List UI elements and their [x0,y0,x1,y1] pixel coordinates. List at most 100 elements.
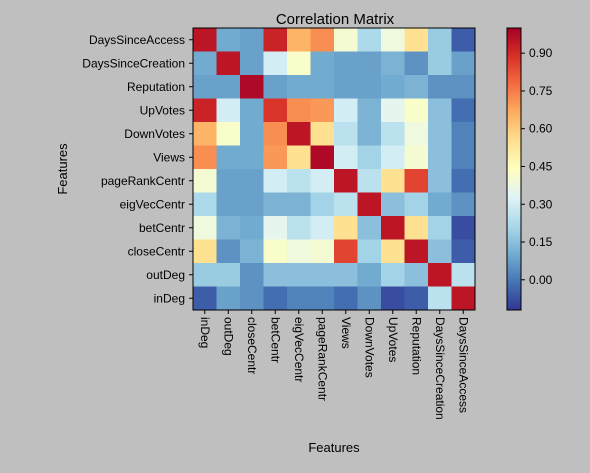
colorbar-tick-label: 0.90 [529,46,553,60]
heatmap-cell [451,98,476,123]
heatmap-cell [451,51,476,76]
heatmap-cell [310,263,335,287]
heatmap-cell [428,98,452,123]
heatmap-cell [428,192,452,217]
colorbar-ticks: 0.00 0.15 0.30 0.45 0.60 0.75 0.90 [521,46,553,287]
row-tick-label: UpVotes [140,103,185,117]
heatmap-cell [216,286,241,311]
heatmap-cell [287,286,311,311]
heatmap-cell [428,169,452,193]
row-tick-label: betCentr [139,221,185,235]
heatmap-cell [193,98,217,123]
heatmap-cell [287,216,311,240]
heatmap-cell [310,98,335,123]
heatmap-cell [216,145,241,170]
column-tick-label: DaysSinceAccess [456,317,470,413]
heatmap-cell [357,239,382,264]
colorbar-tick-label: 0.15 [529,235,553,249]
heatmap-cell [240,169,264,193]
heatmap-cell [381,122,405,146]
heatmap-cell [263,216,288,240]
heatmap-cell [263,145,288,170]
heatmap-cell [404,286,429,311]
row-tick-label: outDeg [146,268,185,282]
column-tick-label: DownVotes [362,317,376,378]
heatmap-cell [451,169,476,193]
column-tick-label: Views [339,317,353,349]
column-tick-label: pageRankCentr [315,317,329,401]
heatmap-cell [216,98,241,123]
heatmap-cell [310,239,335,264]
chart-title: Correlation Matrix [276,11,395,28]
colorbar-tick-label: 0.45 [529,159,553,173]
heatmap-cell [357,216,382,240]
heatmap-cell [381,145,405,170]
heatmap-cell [381,216,405,240]
heatmap-cell [404,145,429,170]
heatmap-cell [263,239,288,264]
row-tick-label: Views [153,150,185,164]
heatmap-cell [216,263,241,287]
row-tick-labels: DaysSinceAccess DaysSinceCreation Reputati… [82,33,193,305]
heatmap-cell [334,122,358,146]
heatmap-cell [334,51,358,76]
heatmap-cell [263,192,288,217]
row-tick-label: eigVecCentr [120,197,185,211]
column-tick-labels: inDeg outDeg closeCentr betCentr eigVecCentr… [198,310,470,420]
heatmap-cell [193,28,217,52]
heatmap-cell [310,28,335,52]
heatmap-cell [404,98,429,123]
heatmap-cell [334,98,358,123]
column-tick-label: betCentr [268,317,282,363]
heatmap-cell [193,239,217,264]
heatmap-cell [404,51,429,76]
heatmap-cell [193,122,217,146]
column-tick-label: UpVotes [386,317,400,362]
heatmap-cell [334,169,358,193]
heatmap-cell [240,192,264,217]
heatmap-cells [193,28,476,311]
x-axis-label: Features [308,440,360,455]
heatmap-cell [310,145,335,170]
heatmap-cell [451,192,476,217]
colorbar-tick-label: 0.00 [529,273,553,287]
heatmap-cell [428,216,452,240]
heatmap-frame [192,27,476,311]
heatmap-cell [310,169,335,193]
heatmap-cell [381,192,405,217]
heatmap-cell [404,75,429,99]
heatmap-cell [240,286,264,311]
heatmap-cell [193,51,217,76]
heatmap-cell [381,239,405,264]
column-tick-label: inDeg [198,317,212,348]
y-axis-label: Features [55,143,70,195]
heatmap-cell [404,28,429,52]
heatmap-cell [263,98,288,123]
heatmap-cell [287,28,311,52]
heatmap-cell [263,169,288,193]
heatmap-cell [334,28,358,52]
colorbar-tick-label: 0.75 [529,84,553,98]
heatmap-cell [404,122,429,146]
heatmap-cell [287,145,311,170]
heatmap-cell [193,145,217,170]
heatmap-cell [263,75,288,99]
heatmap-cell [451,122,476,146]
heatmap-cell [287,98,311,123]
row-tick-label: inDeg [154,291,185,305]
heatmap-cell [240,122,264,146]
row-tick-label: closeCentr [128,244,185,258]
heatmap-cell [263,263,288,287]
heatmap-cell [428,286,452,311]
heatmap-cell [240,98,264,123]
heatmap-cell [193,192,217,217]
heatmap-cell [216,239,241,264]
heatmap-cell [357,75,382,99]
heatmap-cell [451,75,476,99]
heatmap-cell [287,192,311,217]
heatmap-cell [451,28,476,52]
heatmap-cell [334,263,358,287]
heatmap-cell [263,122,288,146]
heatmap-cell [193,169,217,193]
